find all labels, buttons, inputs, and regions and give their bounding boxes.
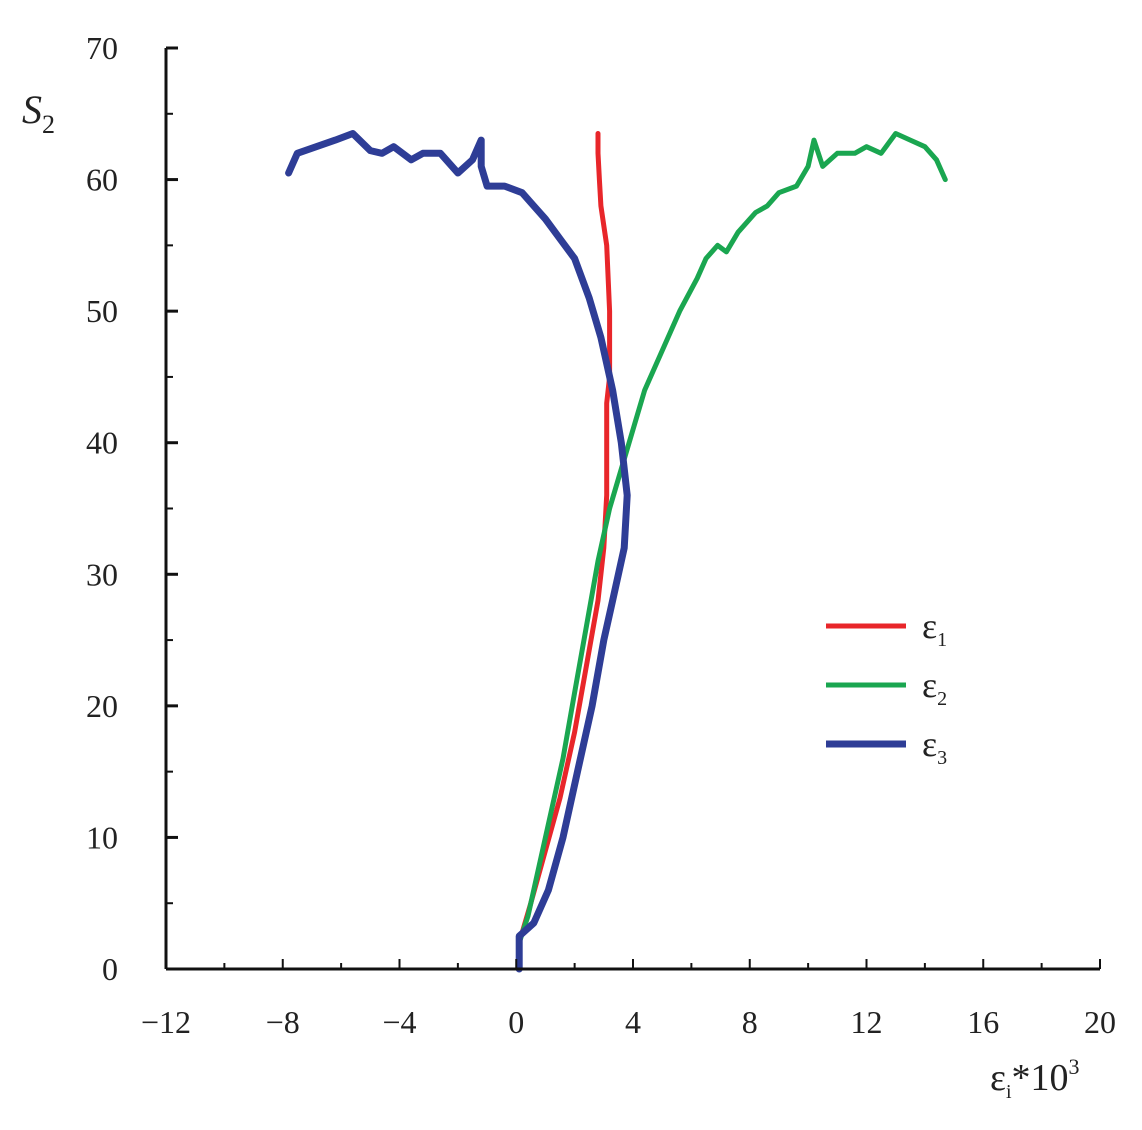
y-tick-label: 70 — [86, 30, 118, 66]
series-layer — [285, 130, 948, 973]
x-axis-label-suffix: *10 — [1012, 1057, 1069, 1099]
y-tick-label: 0 — [102, 951, 118, 987]
y-tick-label: 10 — [86, 819, 118, 855]
y-tick-label: 60 — [86, 162, 118, 198]
x-tick-label: 0 — [508, 1004, 524, 1040]
x-tick-label: 16 — [967, 1004, 999, 1040]
x-ticks: −12 −8 −4 0 4 8 12 16 20 — [141, 959, 1116, 1040]
y-tick-label: 20 — [86, 688, 118, 724]
x-tick-label: 4 — [625, 1004, 641, 1040]
x-axis-label: εi*103 — [990, 1054, 1080, 1103]
y-ticks: 0 10 20 30 40 50 60 70 — [86, 30, 178, 987]
y-axis-label-base: S — [22, 87, 42, 132]
x-axis-label-superscript: 3 — [1069, 1054, 1080, 1079]
y-axis-label-subscript: 2 — [42, 110, 55, 139]
series-line-3 — [285, 130, 631, 973]
x-tick-label: −12 — [141, 1004, 191, 1040]
x-tick-label: −4 — [382, 1004, 416, 1040]
y-tick-label: 40 — [86, 425, 118, 461]
series-line-1 — [516, 131, 613, 972]
legend-label-series-3: ε3 — [922, 724, 947, 769]
x-axis-label-base: ε — [990, 1057, 1006, 1099]
x-tick-label: 12 — [851, 1004, 883, 1040]
x-tick-label: 8 — [742, 1004, 758, 1040]
legend: ε1 ε2 ε3 — [826, 606, 947, 769]
x-tick-label: 20 — [1084, 1004, 1116, 1040]
axes — [164, 48, 1100, 971]
x-tick-label: −8 — [266, 1004, 300, 1040]
series-line-2 — [516, 131, 948, 972]
y-axis-label: S2 — [22, 87, 55, 139]
y-tick-label: 30 — [86, 556, 118, 592]
y-tick-label: 50 — [86, 293, 118, 329]
legend-label-series-1: ε1 — [922, 606, 947, 651]
legend-label-series-2: ε2 — [922, 665, 947, 710]
x-axis-label-subscript: i — [1006, 1081, 1012, 1103]
